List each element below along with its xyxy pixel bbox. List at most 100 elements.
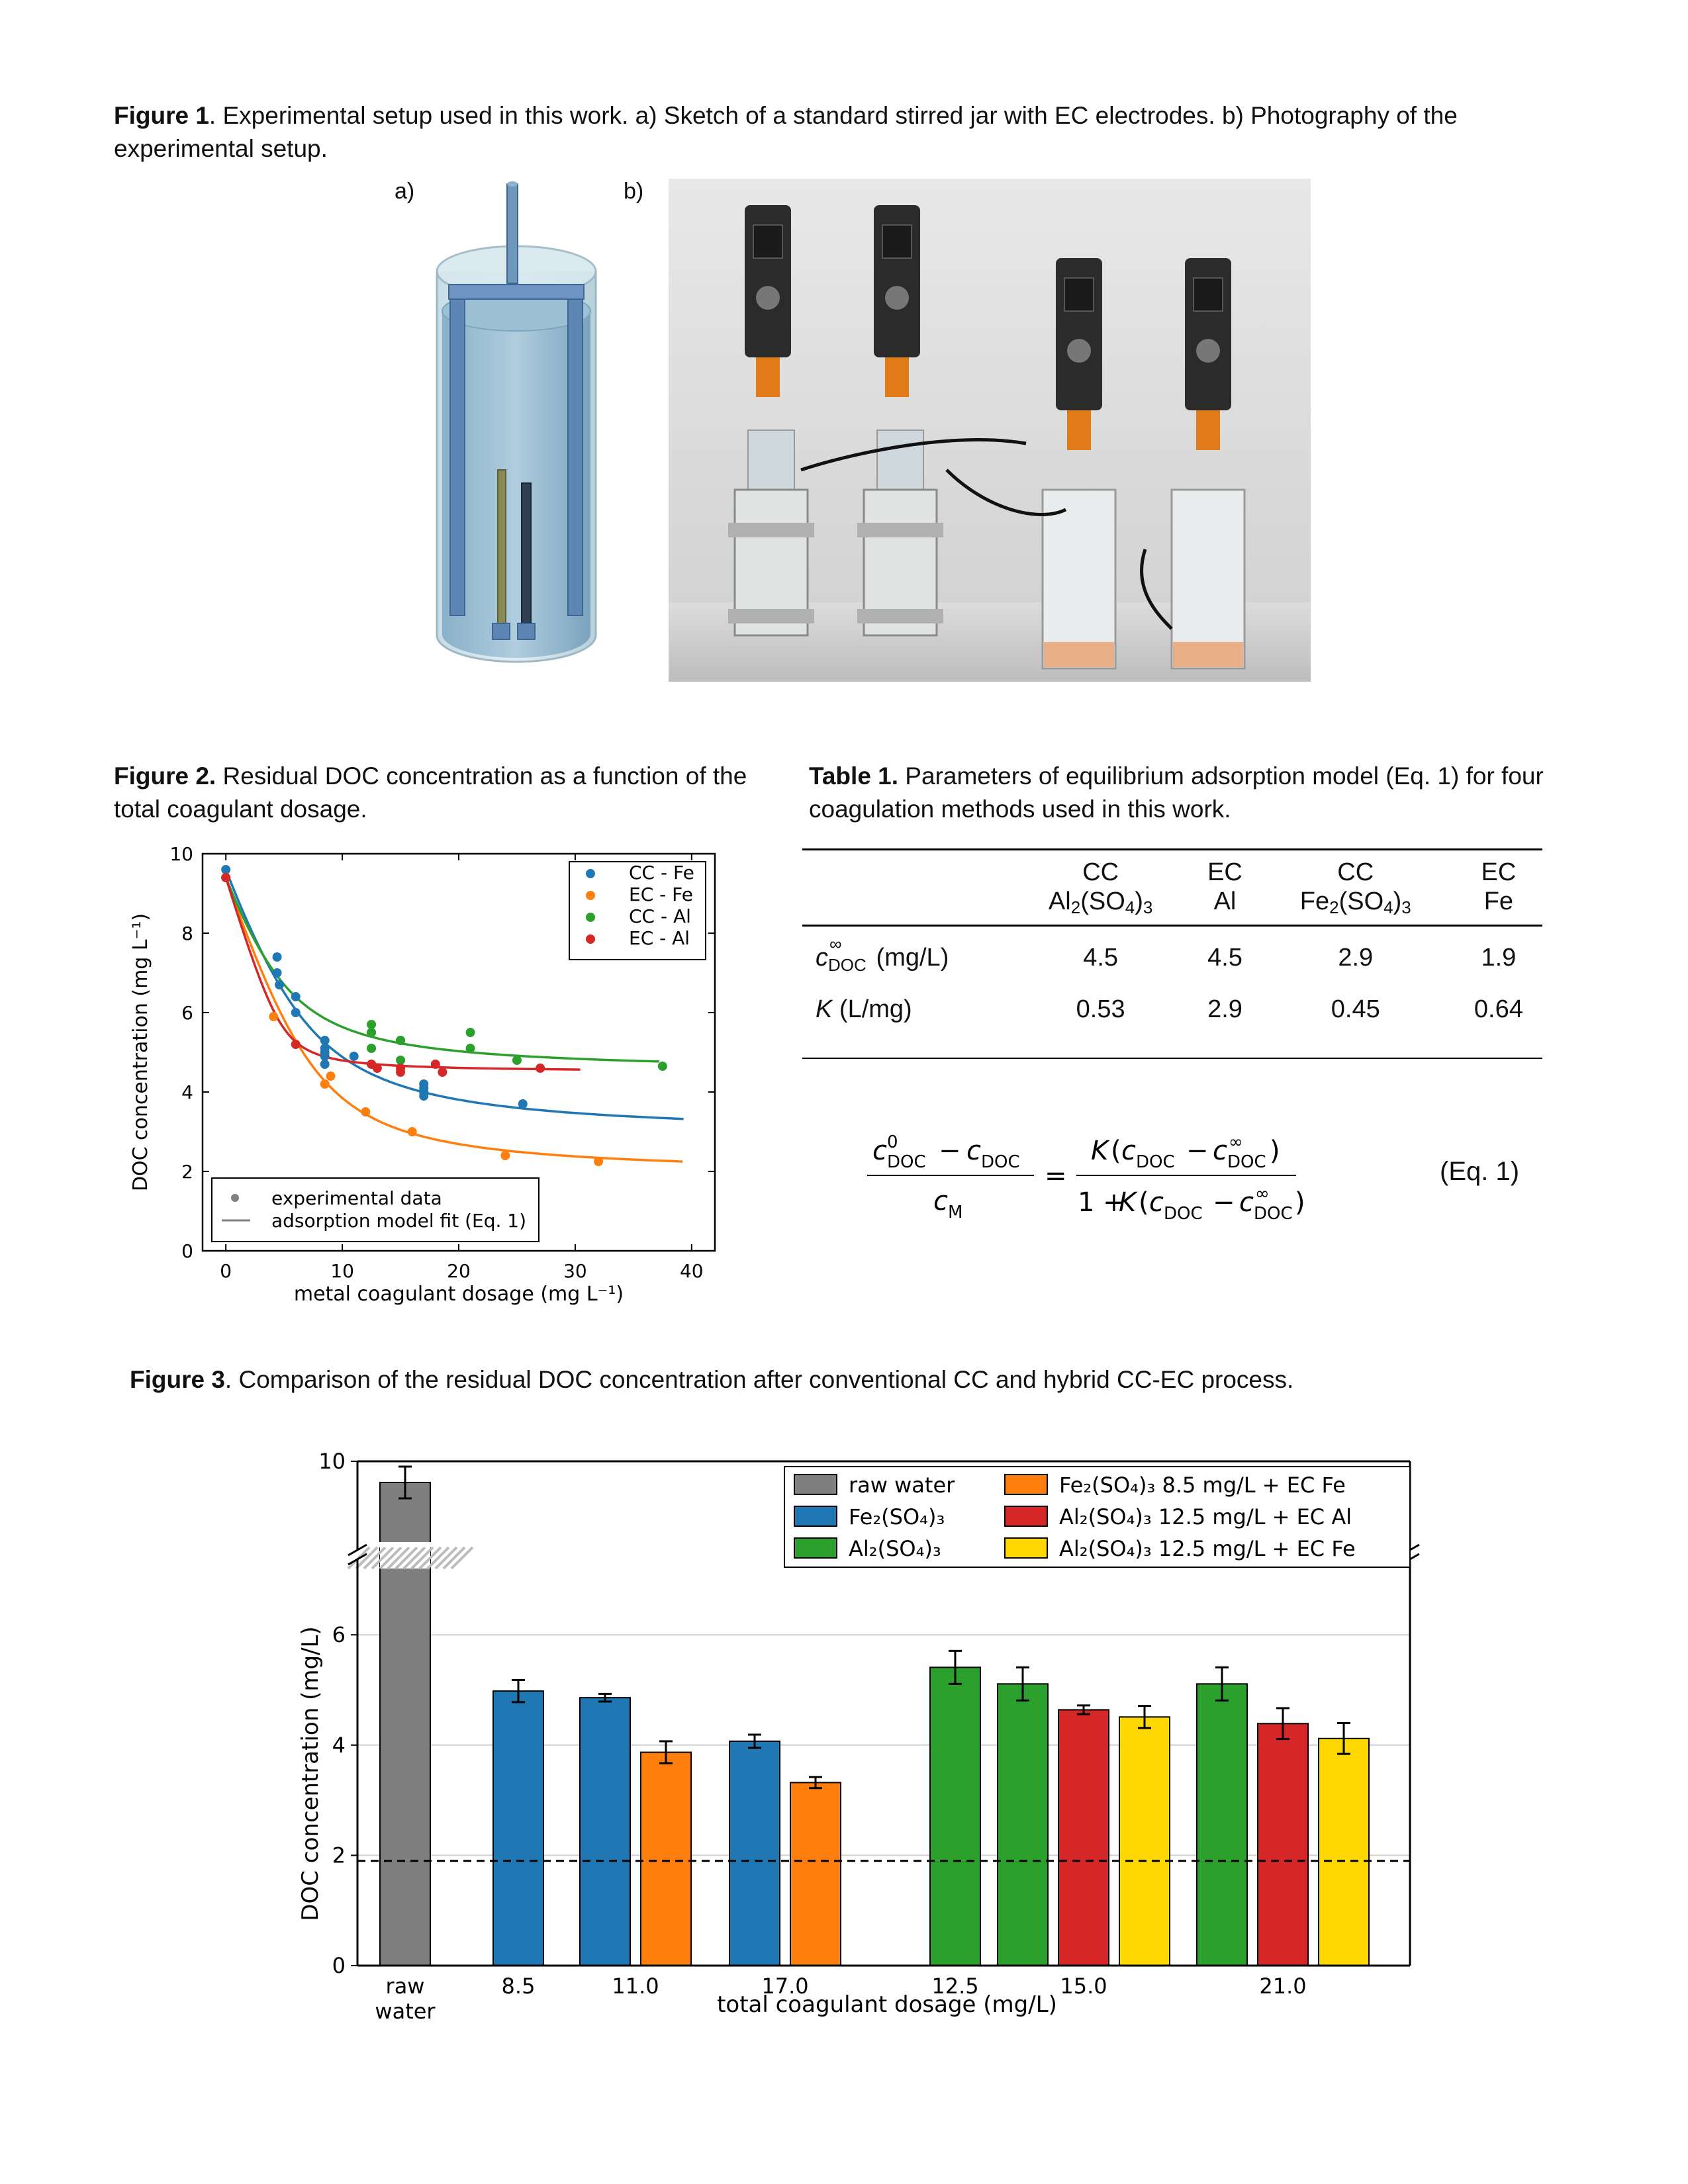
fig2-ytick-label: 10 bbox=[169, 843, 193, 865]
fig2-legend-type-1: adsorption model fit (Eq. 1) bbox=[271, 1210, 526, 1232]
fig2-legend-swatch bbox=[586, 913, 595, 922]
fig3-legend-label: Al₂(SO₄)₃ bbox=[849, 1536, 941, 1561]
svg-text:): ) bbox=[1295, 1187, 1305, 1218]
fig2-xtick-label: 0 bbox=[220, 1260, 232, 1282]
k-value-3: 0.64 bbox=[1474, 995, 1523, 1023]
table-corner-2 bbox=[802, 887, 1008, 926]
svg-text:K: K bbox=[1091, 1136, 1110, 1166]
stirrer-1 bbox=[728, 205, 814, 637]
col-2-line1: CC bbox=[1337, 858, 1374, 886]
svg-text:c: c bbox=[1149, 1187, 1164, 1218]
fig2-legend-label: CC - Al bbox=[629, 905, 691, 927]
fig3-xtick-label: 8.5 bbox=[502, 1974, 536, 1999]
fig2-data-point bbox=[419, 1083, 429, 1093]
svg-text:∞: ∞ bbox=[1255, 1184, 1270, 1204]
fig2-legend-label: CC - Fe bbox=[629, 862, 694, 884]
fig3-bar bbox=[640, 1751, 692, 1966]
fig3-bar bbox=[1196, 1683, 1248, 1966]
cinf-value-0: 4.5 bbox=[1083, 943, 1119, 972]
stirrer-4 bbox=[1170, 258, 1246, 670]
fig3-bar bbox=[1058, 1709, 1109, 1966]
fig2-ytick-label: 6 bbox=[181, 1002, 193, 1024]
svg-text:c: c bbox=[1121, 1136, 1136, 1166]
svg-text:(: ( bbox=[1111, 1136, 1121, 1166]
svg-text:DOC: DOC bbox=[1164, 1204, 1203, 1224]
fig2-data-point bbox=[512, 1056, 522, 1065]
fig3-legend: raw water Fe₂(SO₄)₃ Al₂(SO₄)₃ Fe₂(SO₄)₃ 8.5… bbox=[784, 1466, 1411, 1568]
fig2-ylabel: DOC concentration (mg L⁻¹) bbox=[129, 913, 152, 1191]
fig2-legend-label: EC - Fe bbox=[629, 884, 693, 905]
fig2-fit-line bbox=[224, 877, 581, 1071]
svg-text:DOC: DOC bbox=[1136, 1152, 1175, 1172]
svg-text:−: − bbox=[1213, 1187, 1235, 1218]
fig2-data-point bbox=[272, 968, 282, 978]
svg-text:−: − bbox=[1186, 1136, 1209, 1166]
fig2-data-point bbox=[465, 1028, 475, 1037]
figure2-chart: 0 2 4 6 8 10 0 10 20 30 40 metal coagulant dosage… bbox=[129, 843, 716, 1306]
fig2-xtick-label: 10 bbox=[330, 1260, 354, 1282]
fig3-bar bbox=[1119, 1716, 1170, 1966]
fig3-bar bbox=[492, 1690, 544, 1966]
svg-text:∞: ∞ bbox=[1229, 1132, 1243, 1152]
figure1-caption: Figure 1. Experimental setup used in thi… bbox=[114, 99, 1570, 165]
svg-text:−: − bbox=[939, 1136, 961, 1166]
table1-label: Table 1. bbox=[809, 762, 899, 790]
figure1-panel-b-label: b) bbox=[624, 179, 644, 204]
fig2-data-point bbox=[657, 1062, 667, 1071]
svg-text:c: c bbox=[966, 1136, 981, 1166]
fig3-bar bbox=[1257, 1723, 1309, 1966]
fig2-data-point bbox=[465, 1044, 475, 1053]
fig2-xlabel: metal coagulant dosage (mg L⁻¹) bbox=[294, 1283, 624, 1306]
fig3-legend-label: raw water bbox=[849, 1473, 955, 1498]
fig2-ytick-label: 4 bbox=[181, 1081, 193, 1103]
fig2-xtick-label: 30 bbox=[563, 1260, 587, 1282]
fig3-xlabel: total coagulant dosage (mg/L) bbox=[717, 1991, 1057, 2018]
fig2-data-point bbox=[372, 1064, 382, 1073]
svg-text:c: c bbox=[1239, 1187, 1254, 1218]
col-0-line1: CC bbox=[1082, 858, 1119, 886]
eq-lhs-numerator: c 0 DOC − c DOC bbox=[872, 1132, 1020, 1172]
eq-equals: = bbox=[1045, 1161, 1067, 1191]
fig2-data-point bbox=[361, 1107, 371, 1116]
fig3-ytick-label: 2 bbox=[332, 1843, 346, 1868]
fig2-data-point bbox=[272, 952, 282, 962]
row-cinf-header: c ∞ DOC (mg/L) bbox=[816, 933, 949, 975]
fig3-legend-swatch bbox=[794, 1506, 837, 1527]
fig2-data-point bbox=[594, 1157, 604, 1166]
fig2-legend-type-0: experimental data bbox=[271, 1187, 442, 1209]
fig2-legend-label: EC - Al bbox=[629, 927, 690, 949]
fig3-legend-swatch bbox=[794, 1537, 837, 1559]
fig3-bar bbox=[1318, 1737, 1370, 1966]
fig3-bar bbox=[579, 1697, 631, 1966]
fig2-data-point bbox=[221, 873, 231, 882]
figure1-label: Figure 1 bbox=[114, 102, 209, 129]
fig2-fit-line bbox=[224, 869, 684, 1120]
fig3-legend-label: Al₂(SO₄)₃ 12.5 mg/L + EC Fe bbox=[1059, 1536, 1356, 1561]
table-row-cinf: c ∞ DOC (mg/L) 4.5 4.5 2.9 1.9 bbox=[802, 926, 1542, 989]
fig2-fit-line bbox=[224, 877, 659, 1063]
fig3-ytick-label: 6 bbox=[332, 1622, 346, 1647]
table-corner bbox=[802, 850, 1008, 888]
fig2-data-point bbox=[291, 1040, 301, 1049]
svg-text:M: M bbox=[948, 1203, 962, 1222]
fig2-ytick-label: 8 bbox=[181, 923, 193, 944]
fig3-ytick-label: 4 bbox=[332, 1733, 346, 1758]
fig3-xtick-label: water bbox=[375, 1999, 436, 2024]
figure3-label: Figure 3 bbox=[130, 1366, 225, 1393]
equation-1: c 0 DOC − c DOC c M = K ( c DOC − c ∞ DO… bbox=[867, 1132, 1305, 1224]
fig2-data-point bbox=[438, 1068, 447, 1077]
fig2-data-point bbox=[320, 1036, 330, 1045]
fig3-bar bbox=[997, 1683, 1049, 1966]
col-3-line2: Fe bbox=[1483, 887, 1514, 915]
stirrer-3 bbox=[1041, 258, 1117, 670]
fig3-legend-swatch bbox=[794, 1474, 837, 1495]
equation-number: (Eq. 1) bbox=[1440, 1157, 1520, 1186]
fig2-data-point bbox=[275, 980, 285, 989]
fig2-data-point bbox=[320, 1052, 330, 1061]
fig2-legend-swatch bbox=[586, 934, 595, 944]
fig3-ytick-label: 0 bbox=[332, 1953, 346, 1978]
fig2-xtick-label: 20 bbox=[447, 1260, 471, 1282]
figure3-caption-text: . Comparison of the residual DOC concent… bbox=[224, 1366, 1294, 1393]
col-3-line1: EC bbox=[1481, 858, 1517, 886]
